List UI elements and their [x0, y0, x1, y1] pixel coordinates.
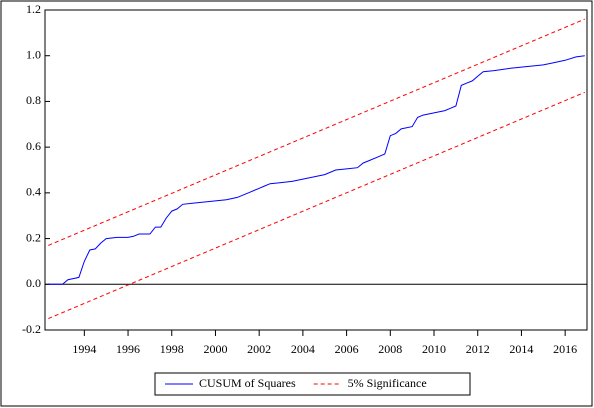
y-tick-label: 0.0	[26, 276, 41, 290]
x-tick-label: 1996	[116, 342, 140, 356]
series-line	[48, 55, 585, 285]
x-tick-label: 2006	[335, 342, 359, 356]
legend-label: CUSUM of Squares	[199, 376, 296, 390]
plot-frame	[44, 9, 588, 331]
y-tick-label: 1.0	[26, 47, 41, 61]
x-tick-label: 2002	[247, 342, 271, 356]
y-tick-label: 1.2	[26, 2, 41, 16]
x-tick-label: 2004	[291, 342, 315, 356]
x-tick-label: 2008	[378, 342, 402, 356]
x-tick-label: 1998	[160, 342, 184, 356]
x-tick-label: 2014	[509, 342, 533, 356]
series-line	[48, 18, 585, 246]
x-tick-label: 2000	[203, 342, 227, 356]
y-tick-label: -0.2	[22, 322, 41, 336]
x-tick-label: 1994	[72, 342, 96, 356]
legend-box	[154, 372, 471, 396]
x-tick-label: 2010	[422, 342, 446, 356]
y-tick-label: 0.6	[26, 139, 41, 153]
y-tick-label: 0.8	[26, 93, 41, 107]
x-tick-label: 2012	[466, 342, 490, 356]
y-tick-label: 0.4	[26, 185, 41, 199]
y-tick-label: 0.2	[26, 230, 41, 244]
x-tick-label: 2016	[553, 342, 577, 356]
legend-label: 5% Significance	[348, 376, 427, 390]
series-line	[48, 91, 585, 320]
